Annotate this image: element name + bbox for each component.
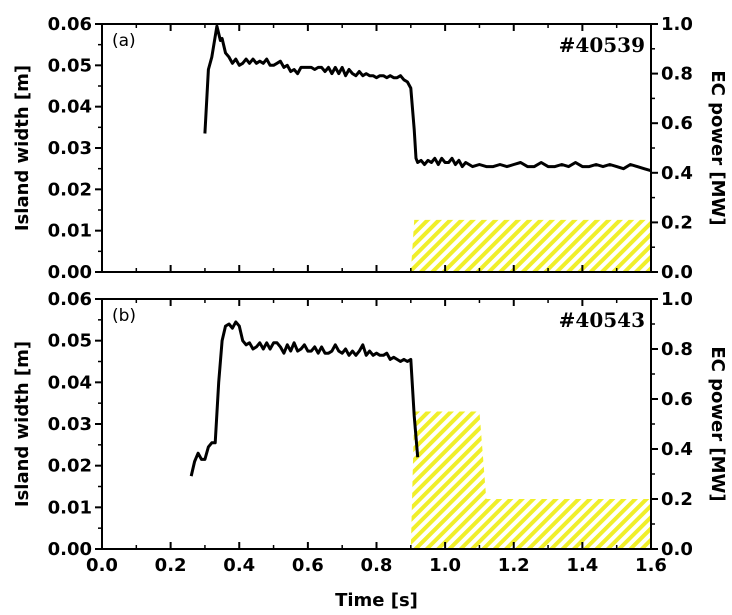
y-tick-label: 0.02 (48, 179, 92, 200)
y-right-tick-label: 0.4 (661, 439, 693, 460)
y-tick-label: 0.04 (48, 372, 92, 393)
y-right-tick-label: 0.6 (661, 113, 693, 134)
y-tick-label: 0.03 (48, 138, 92, 159)
x-tick-label: 0.8 (361, 555, 393, 576)
x-tick-label: 0.2 (155, 555, 187, 576)
ec-power-area (410, 219, 651, 272)
y-tick-label: 0.00 (48, 539, 92, 560)
y-right-tick-label: 0.4 (661, 163, 693, 184)
x-tick-label: 0.0 (86, 555, 118, 576)
panel-b: 0.0 0.2 0.4 0.6 0.8 1.0 1.2 1.4 1.6 0.00 0.01 0.02 0… (12, 289, 728, 611)
island-width-line (189, 320, 420, 477)
y-tick-label: 0.05 (48, 55, 92, 76)
y-axis-title: Island width [m] (12, 341, 33, 507)
y-right-tick-label: 0.8 (661, 64, 693, 85)
y-tick-label: 0.05 (48, 331, 92, 352)
y-tick-label: 0.01 (48, 221, 92, 242)
x-tick-label: 0.4 (223, 555, 255, 576)
x-tick-label: 0.6 (292, 555, 324, 576)
y-axis-title: Island width [m] (12, 65, 33, 231)
shot-number: #40539 (559, 33, 645, 57)
y-right-tick-label: 1.0 (661, 289, 693, 310)
y-right-tick-label: 0.0 (661, 262, 693, 283)
x-axis-title: Time [s] (335, 590, 418, 611)
y-right-tick-label: 0.0 (661, 539, 693, 560)
shot-number: #40543 (559, 308, 645, 332)
y-right-tick-label: 0.8 (661, 339, 693, 360)
x-tick-label: 1.6 (635, 555, 667, 576)
x-tick-label: 1.4 (566, 555, 598, 576)
y-right-axis-title: EC power [MW] (707, 70, 728, 225)
y-right-tick-label: 0.6 (661, 389, 693, 410)
y-tick-label: 0.00 (48, 262, 92, 283)
y-tick-label: 0.02 (48, 456, 92, 477)
y-right-tick-label: 0.2 (661, 212, 693, 233)
panel-label: (b) (112, 306, 136, 326)
y-right-tick-label: 1.0 (661, 14, 693, 35)
y-right-tick-label: 0.2 (661, 489, 693, 510)
panel-a: 0.00 0.01 0.02 0.03 0.04 0.05 0.06 0.0 0.2 0.4 0.6… (12, 14, 728, 283)
x-tick-label: 1.2 (498, 555, 530, 576)
y-tick-label: 0.06 (48, 289, 92, 310)
island-width-line (203, 24, 652, 173)
y-tick-label: 0.04 (48, 97, 92, 118)
x-tick-label: 1.0 (429, 555, 461, 576)
y-tick-label: 0.06 (48, 14, 92, 35)
y-tick-label: 0.03 (48, 414, 92, 435)
y-right-axis-title: EC power [MW] (707, 346, 728, 501)
panel-label: (a) (112, 31, 136, 51)
ec-power-area (410, 411, 651, 549)
y-tick-label: 0.01 (48, 497, 92, 518)
